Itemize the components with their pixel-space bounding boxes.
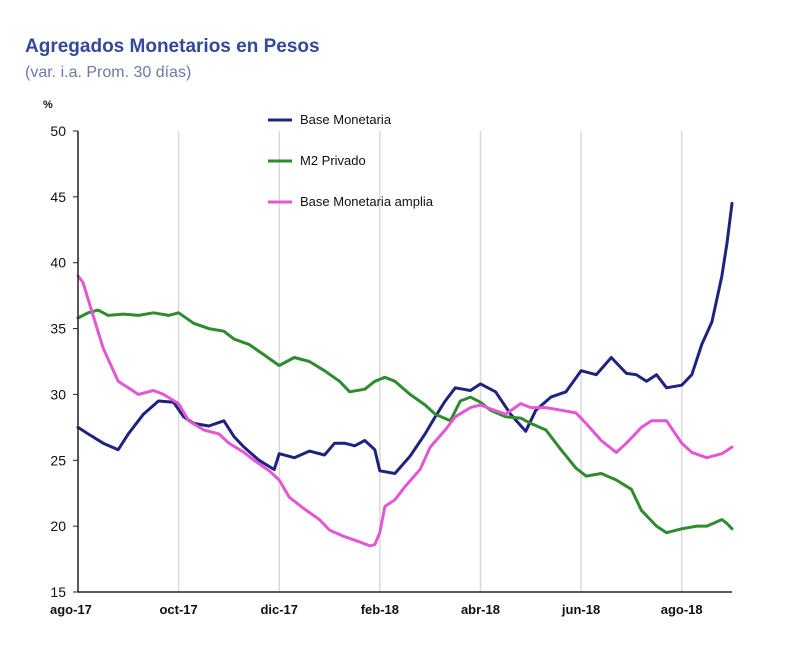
chart-title: Agregados Monetarios en Pesos (25, 36, 320, 57)
x-tick-labels: ago-17 oct-17 dic-17 feb-18 abr-18 jun-18 ago-… (50, 602, 703, 617)
legend: Base Monetaria M2 Privado Base Monetaria a… (268, 112, 434, 209)
x-tick-label: feb-18 (361, 602, 399, 617)
chart-subtitle: (var. i.a. Prom. 30 días) (25, 64, 192, 81)
y-tick-label: 45 (50, 189, 66, 205)
y-tick-label: 15 (50, 584, 66, 600)
legend-label: Base Monetaria amplia (300, 194, 434, 209)
x-tick-label: dic-17 (260, 602, 298, 617)
x-tick-label: abr-18 (461, 602, 500, 617)
x-tick-label: jun-18 (561, 602, 600, 617)
series-line-m2-privado (76, 308, 734, 535)
y-tick-labels: 15 20 25 30 35 40 45 50 (50, 123, 66, 600)
y-tick-label: 50 (50, 123, 66, 139)
legend-label: M2 Privado (300, 153, 366, 168)
series-layer (76, 201, 734, 548)
grid-lines (177, 131, 683, 592)
legend-label: Base Monetaria (300, 112, 392, 127)
y-tick-label: 40 (50, 255, 66, 271)
x-tick-label: oct-17 (159, 602, 197, 617)
y-tick-label: 35 (50, 321, 66, 337)
y-tick-label: 20 (50, 518, 66, 534)
x-tick-label: ago-18 (661, 602, 703, 617)
x-tick-label: ago-17 (50, 602, 92, 617)
series-line-base-monetaria-amplia (76, 274, 734, 548)
y-axis-label: % (43, 99, 53, 111)
series-line-base-monetaria (76, 201, 734, 475)
axes (73, 130, 732, 593)
y-tick-label: 25 (50, 452, 66, 468)
y-tick-label: 30 (50, 386, 66, 402)
